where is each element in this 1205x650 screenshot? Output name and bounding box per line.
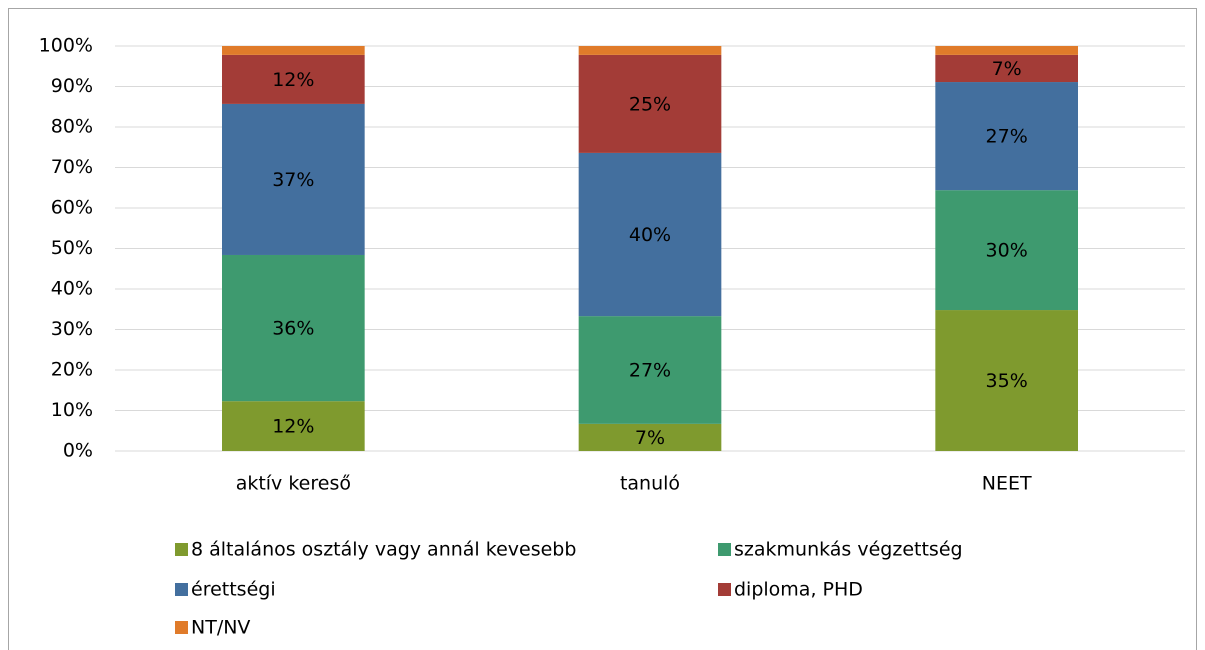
y-tick-label: 90% [51, 75, 93, 97]
bar-segment [935, 310, 1078, 451]
bar-segment [222, 254, 365, 402]
bar-segment [935, 54, 1078, 83]
data-label: 7% [992, 58, 1022, 80]
legend-label: szakmunkás végzettség [734, 539, 963, 561]
legend-label: 8 általános osztály vagy annál kevesebb [191, 539, 576, 561]
y-tick-label: 30% [51, 318, 93, 340]
data-label: 27% [629, 360, 671, 382]
legend-swatch [175, 583, 188, 596]
bar-segment [222, 401, 365, 451]
y-tick-label: 10% [51, 399, 93, 421]
data-label: 40% [629, 224, 671, 246]
y-tick-label: 60% [51, 197, 93, 219]
y-tick-label: 100% [39, 35, 93, 57]
y-tick-label: 70% [51, 156, 93, 178]
legend-label: NT/NV [191, 617, 250, 639]
data-label: 37% [272, 169, 314, 191]
data-label: 30% [986, 240, 1028, 262]
bar-segment [935, 82, 1078, 191]
y-tick-label: 0% [63, 440, 93, 462]
chart-border [8, 8, 1197, 650]
data-label: 35% [986, 370, 1028, 392]
bar-segment [578, 152, 722, 317]
legend-label: diploma, PHD [734, 579, 863, 601]
bar-segment [578, 423, 722, 451]
bar-segment [935, 46, 1078, 55]
y-tick-label: 20% [51, 359, 93, 381]
y-tick-label: 80% [51, 116, 93, 138]
data-label: 7% [635, 427, 665, 449]
data-label: 12% [272, 416, 314, 438]
x-tick-label: NEET [982, 473, 1032, 495]
y-tick-label: 40% [51, 278, 93, 300]
legend-swatch [175, 543, 188, 556]
bar-segment [578, 54, 722, 153]
data-label: 36% [272, 318, 314, 340]
x-tick-label: aktív kereső [236, 473, 351, 495]
legend-swatch [718, 583, 731, 596]
legend-swatch [175, 621, 188, 634]
bar-segment [578, 46, 722, 55]
y-tick-label: 50% [51, 237, 93, 259]
bar-segment [935, 190, 1078, 311]
legend-label: érettségi [191, 579, 276, 601]
bar-segment [222, 54, 365, 104]
legend-swatch [718, 543, 731, 556]
data-label: 27% [986, 126, 1028, 148]
bar-segment [222, 46, 365, 55]
data-label: 12% [272, 69, 314, 91]
bar-segment [578, 316, 722, 424]
x-tick-label: tanuló [620, 473, 680, 495]
bar-segment [222, 103, 365, 255]
data-label: 25% [629, 93, 671, 115]
